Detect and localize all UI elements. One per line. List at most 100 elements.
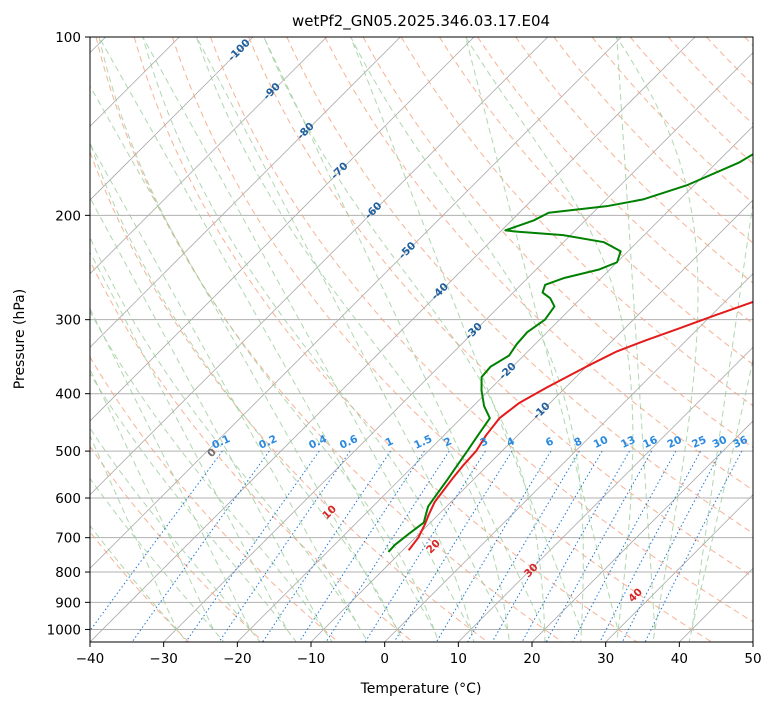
dry-adiabat-line	[439, 37, 753, 366]
isotherm-line	[90, 37, 622, 569]
x-tick-label: −30	[149, 651, 178, 667]
mixing-ratio-label: 16	[641, 434, 659, 451]
moist-adiabat-line	[350, 37, 584, 642]
y-tick-label: 300	[55, 313, 81, 329]
mixing-ratio-line	[621, 450, 722, 642]
moist-adiabat-line	[263, 37, 546, 642]
y-tick-label: 500	[55, 444, 81, 460]
moist-adiabat-line	[688, 199, 753, 642]
dry-adiabat-line	[90, 356, 339, 642]
mixing-ratio-line	[599, 450, 701, 642]
mixing-ratio-line	[644, 450, 743, 642]
moist-adiabat-line	[98, 37, 439, 642]
isotherm-line	[90, 37, 548, 496]
dry-adiabat-line	[90, 445, 264, 642]
x-tick-label: 20	[523, 651, 540, 667]
mixing-ratio-label: 10	[592, 434, 610, 451]
y-tick-label: 800	[55, 565, 81, 581]
mixing-ratio-line	[298, 450, 425, 642]
mixing-ratio-line	[393, 450, 513, 642]
y-tick-label: 400	[55, 387, 81, 403]
moist-adiabat-line	[616, 37, 699, 642]
moist-adiabat-line	[196, 37, 510, 642]
isotherm-line	[163, 52, 753, 642]
dry-adiabat-line	[248, 37, 753, 578]
x-tick-label: −10	[297, 651, 326, 667]
y-axis-label: Pressure (hPa)	[12, 289, 28, 389]
moist-adiabat-line	[90, 85, 404, 642]
moist-adiabat-line	[465, 37, 634, 642]
moist-adiabat-line	[90, 307, 261, 642]
mixing-ratio-label: 3	[478, 435, 490, 449]
mixing-ratio-label: 6	[544, 435, 556, 449]
mixing-ratio-line	[521, 450, 630, 642]
y-tick-label: 600	[55, 491, 81, 507]
isotherm-line	[384, 273, 753, 642]
dry-adiabat-line	[171, 37, 712, 642]
dry-adiabat-line	[90, 259, 414, 642]
isotherm-line	[90, 37, 475, 422]
y-tick-label: 200	[55, 208, 81, 224]
dry-adiabat-line	[400, 37, 753, 407]
x-tick-label: 0	[380, 651, 389, 667]
moist-adiabat-line	[90, 142, 368, 642]
mixing-ratio-label: 2	[442, 435, 454, 449]
dry-adiabat-line	[210, 37, 753, 623]
x-axis-ticks: −40 −30 −20 −10 0 10 20 30 40 50	[76, 642, 762, 667]
dry-adiabat-line	[591, 37, 753, 204]
mixing-ratio-line	[185, 450, 320, 642]
isotherm-line	[90, 37, 401, 348]
mixing-ratio-layer	[90, 450, 743, 642]
dry-adiabat-line	[362, 37, 753, 449]
isotherm-line	[90, 37, 254, 201]
isotherm-layer	[90, 37, 753, 642]
x-axis-label: Temperature (°C)	[360, 681, 482, 697]
isotherm-line	[237, 125, 753, 642]
series-layer	[387, 153, 753, 553]
y-axis-ticks: 1000 900 800 700 600 500 400 300 200 100	[47, 30, 90, 638]
y-tick-label: 900	[55, 595, 81, 611]
moist-adiabat-line	[90, 251, 297, 642]
dry-adiabat-line	[553, 37, 753, 244]
x-tick-label: 40	[671, 651, 688, 667]
plot-area	[90, 37, 753, 642]
moist-adiabat-line	[142, 37, 475, 642]
dry-adiabat-line	[324, 37, 753, 491]
x-tick-label: −40	[76, 651, 105, 667]
chart-title: wetPf2_GN05.2025.346.03.17.E04	[292, 12, 550, 31]
dry-adiabat-line	[133, 37, 638, 642]
mixing-ratio-line	[218, 450, 351, 642]
x-tick-label: 30	[597, 651, 614, 667]
x-tick-label: −20	[223, 651, 252, 667]
isotherm-line	[90, 37, 696, 642]
dry-adiabat-line	[286, 37, 753, 534]
mixing-ratio-label: 4	[505, 435, 517, 449]
dry-adiabat-line	[95, 37, 563, 642]
mixing-ratio-label: 25	[690, 434, 708, 451]
x-tick-label: 50	[744, 651, 761, 667]
y-tick-label: 1000	[47, 622, 81, 638]
mixing-ratio-label: 13	[619, 434, 637, 451]
mixing-ratio-line	[90, 450, 223, 632]
isotherm-line	[458, 346, 753, 642]
isotherm-line	[90, 37, 327, 275]
moist-adiabat-line	[90, 196, 333, 642]
series-line-temperature	[407, 300, 753, 551]
mixing-ratio-label: 8	[572, 435, 584, 449]
y-tick-label: 700	[55, 531, 81, 547]
isotherm-line	[531, 420, 753, 642]
adiabat-layer	[90, 37, 753, 642]
mixing-ratio-line	[491, 450, 603, 642]
mixing-ratio-line	[262, 450, 392, 642]
mixing-ratio-label: 1	[384, 435, 396, 449]
plot-frame	[89, 36, 754, 643]
mixing-ratio-label: 20	[665, 434, 683, 451]
isotherm-line	[605, 494, 753, 642]
mixing-ratio-label: 36	[731, 434, 749, 451]
y-tick-label: 100	[55, 30, 81, 46]
grid-layer	[90, 37, 753, 630]
mixing-ratio-line	[572, 450, 677, 642]
mixing-ratio-line	[545, 450, 653, 642]
mixing-ratio-label: 30	[711, 434, 729, 451]
